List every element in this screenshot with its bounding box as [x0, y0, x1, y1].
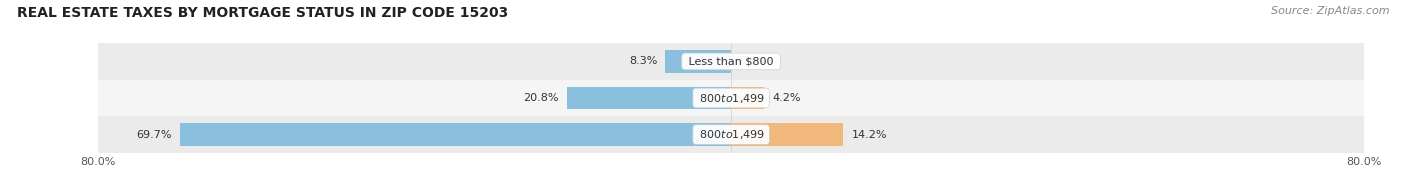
Bar [98, 116, 1364, 153]
Text: Less than $800: Less than $800 [685, 56, 778, 66]
Bar [180, 123, 731, 146]
Bar [98, 43, 1364, 80]
Text: 8.3%: 8.3% [630, 56, 658, 66]
Bar [731, 87, 765, 109]
Text: Source: ZipAtlas.com: Source: ZipAtlas.com [1271, 6, 1389, 16]
Text: $800 to $1,499: $800 to $1,499 [696, 128, 766, 141]
Text: 4.2%: 4.2% [772, 93, 801, 103]
Text: 0.0%: 0.0% [740, 56, 768, 66]
Text: 14.2%: 14.2% [851, 130, 887, 140]
Bar [665, 50, 731, 73]
Text: $800 to $1,499: $800 to $1,499 [696, 92, 766, 104]
Bar [567, 87, 731, 109]
Text: 69.7%: 69.7% [136, 130, 172, 140]
Text: 20.8%: 20.8% [523, 93, 558, 103]
Text: REAL ESTATE TAXES BY MORTGAGE STATUS IN ZIP CODE 15203: REAL ESTATE TAXES BY MORTGAGE STATUS IN … [17, 6, 508, 20]
Bar [731, 123, 844, 146]
Bar [98, 80, 1364, 116]
